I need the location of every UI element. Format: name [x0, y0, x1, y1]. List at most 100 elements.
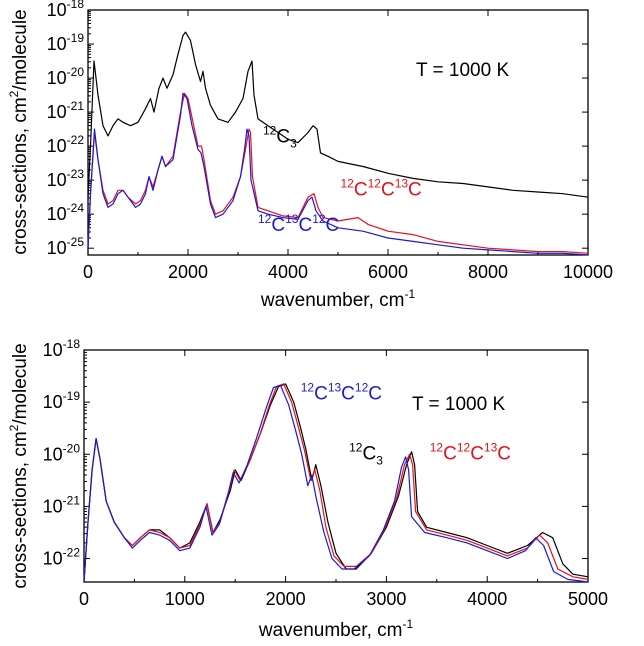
y-tick-label-bottom-3: 10-19	[43, 389, 81, 412]
y-tick-label-top-1: 10-24	[47, 201, 85, 224]
series-label-mass-12C3-top: 12	[263, 124, 277, 138]
y-tick-label-exp-bottom-2: -20	[63, 441, 81, 455]
chart-top: 0 2000 4000 6000 8000 1000010-2510-2410-2310-…	[7, 0, 613, 311]
series-label-mass-12C12C13C-top: 12	[341, 176, 355, 190]
y-tick-label-top-4: 10-21	[47, 99, 85, 122]
x-tick-label-bottom-2: 2000	[266, 589, 306, 609]
y-tick-label-base-bottom-0: 10	[43, 549, 63, 569]
x-tick-label-bottom-1: 1000	[165, 589, 205, 609]
series-label-element-12C3-bottom: C	[362, 443, 376, 464]
y-tick-label-exp-top-0: -25	[67, 235, 85, 249]
series-label-mass-12C13C12C-bottom: 12	[355, 381, 369, 395]
y-tick-label-top-6: 10-19	[47, 31, 85, 54]
series-label-element-12C13C12C-bottom: C	[314, 384, 328, 405]
series-label-element-12C13C12C-bottom: C	[341, 384, 355, 405]
y-tick-label-base-top-6: 10	[47, 34, 67, 54]
series-label-element-12C13C12C-bottom: C	[368, 384, 382, 405]
series-label-subscript-bottom: 3	[376, 453, 383, 467]
y-tick-label-bottom-1: 10-21	[43, 493, 81, 516]
series-label-12C13C12C-top: 12C13C12C	[258, 212, 339, 236]
x-tick-label-bottom-3: 3000	[366, 589, 406, 609]
series-label-12C13C12C-bottom: 12C13C12C	[301, 381, 382, 405]
series-label-element-12C12C13C-top: C	[408, 179, 422, 200]
series-label-element-12C13C12C-top: C	[298, 215, 312, 236]
series-label-mass-12C13C12C-bottom: 13	[328, 381, 342, 395]
series-line-12C13C12C-bottom	[83, 384, 589, 583]
x-axis-label-bottom: wavenumber, cm-1	[258, 617, 414, 641]
y-axis-label-bottom: cross-sections, cm2/molecule	[7, 343, 31, 588]
series-label-element-12C12C13C-top: C	[354, 179, 368, 200]
y-tick-label-exp-bottom-4: -18	[63, 337, 81, 351]
x-tick-label-top-1: 2000	[168, 262, 208, 282]
y-axis-label-bottom-sup: 2	[7, 424, 21, 431]
y-tick-label-base-top-7: 10	[47, 0, 67, 20]
y-tick-label-top-7: 10-18	[47, 0, 85, 20]
y-tick-label-exp-bottom-0: -22	[63, 546, 81, 560]
y-tick-label-bottom-0: 10-22	[43, 546, 81, 569]
series-label-mass-12C12C13C-bottom: 12	[457, 440, 471, 454]
y-tick-label-exp-top-5: -20	[67, 65, 85, 79]
series-label-12C12C13C-bottom: 12C12C13C	[430, 440, 511, 464]
series-line-12C12C13C-bottom	[83, 383, 589, 583]
temperature-annotation-bottom: T = 1000 K	[412, 394, 505, 415]
series-label-element-12C12C13C-bottom: C	[470, 443, 484, 464]
series-label-mass-12C3-bottom: 12	[349, 440, 363, 454]
x-tick-label-bottom-0: 0	[79, 589, 89, 609]
y-tick-label-base-top-4: 10	[47, 102, 67, 122]
y-tick-label-exp-top-2: -23	[67, 167, 85, 181]
x-tick-label-top-2: 4000	[268, 262, 308, 282]
ticks-top: 0 2000 4000 6000 8000 1000010-2510-2410-2310-…	[47, 0, 613, 282]
x-axis-label-top-text: wavenumber, cm	[260, 290, 405, 311]
series-label-12C3-top: 12C3	[263, 124, 297, 151]
y-axis-label-bottom-text: cross-sections, cm	[10, 431, 31, 588]
series-label-mass-12C13C12C-bottom: 12	[301, 381, 315, 395]
y-tick-label-base-top-1: 10	[47, 204, 67, 224]
x-tick-label-top-4: 8000	[468, 262, 508, 282]
y-tick-label-exp-top-6: -19	[67, 31, 85, 45]
x-tick-label-top-0: 0	[83, 262, 93, 282]
series-label-mass-12C12C13C-top: 13	[395, 176, 409, 190]
x-tick-label-bottom-4: 4000	[467, 589, 507, 609]
y-tick-label-exp-bottom-1: -21	[63, 493, 81, 507]
series-line-12C3-bottom	[83, 383, 589, 583]
temperature-annotation-top: T = 1000 K	[416, 60, 509, 81]
series-layer-top	[87, 31, 589, 256]
y-axis-label-top-tail: /molecule	[10, 9, 31, 90]
x-axis-label-bottom-sup: -1	[402, 617, 413, 631]
y-tick-label-bottom-4: 10-18	[43, 337, 81, 360]
y-axis-label-top: cross-sections, cm2/molecule	[7, 9, 31, 254]
y-tick-label-exp-top-1: -24	[67, 201, 85, 215]
x-tick-label-bottom-5: 5000	[568, 589, 608, 609]
series-label-element-12C12C13C-bottom: C	[497, 443, 511, 464]
series-label-mass-12C12C13C-bottom: 12	[430, 440, 444, 454]
y-axis-label-bottom-tail: /molecule	[10, 343, 31, 424]
x-tick-label-top-5: 10000	[563, 262, 613, 282]
series-label-mass-12C12C13C-top: 12	[368, 176, 382, 190]
series-label-element-12C12C13C-bottom: C	[443, 443, 457, 464]
y-tick-label-base-bottom-1: 10	[43, 496, 63, 516]
y-tick-label-base-top-5: 10	[47, 68, 67, 88]
y-tick-label-top-0: 10-25	[47, 235, 85, 258]
x-tick-label-top-3: 6000	[368, 262, 408, 282]
y-tick-label-bottom-2: 10-20	[43, 441, 81, 464]
x-axis-label-top: wavenumber, cm-1	[260, 287, 416, 311]
series-label-mass-12C12C13C-bottom: 13	[484, 440, 498, 454]
y-tick-label-top-5: 10-20	[47, 65, 85, 88]
series-label-element-12C13C12C-top: C	[326, 215, 340, 236]
series-label-12C3-bottom: 12C3	[349, 440, 383, 467]
y-tick-label-base-bottom-4: 10	[43, 340, 63, 360]
y-axis-label-top-sup: 2	[7, 90, 21, 97]
series-label-element-12C3-top: C	[276, 127, 290, 148]
x-axis-label-top-sup: -1	[404, 287, 415, 301]
series-label-element-12C12C13C-top: C	[381, 179, 395, 200]
y-tick-label-exp-top-7: -18	[67, 0, 85, 11]
series-label-12C12C13C-top: 12C12C13C	[341, 176, 422, 200]
y-tick-label-top-2: 10-23	[47, 167, 85, 190]
y-tick-label-top-3: 10-22	[47, 133, 85, 156]
series-layer-bottom	[83, 383, 589, 583]
y-tick-label-exp-top-4: -21	[67, 99, 85, 113]
ticks-bottom: 0 1000 2000 3000 4000 500010-2210-2110-2010-1…	[43, 337, 608, 609]
y-tick-label-base-bottom-2: 10	[43, 444, 63, 464]
